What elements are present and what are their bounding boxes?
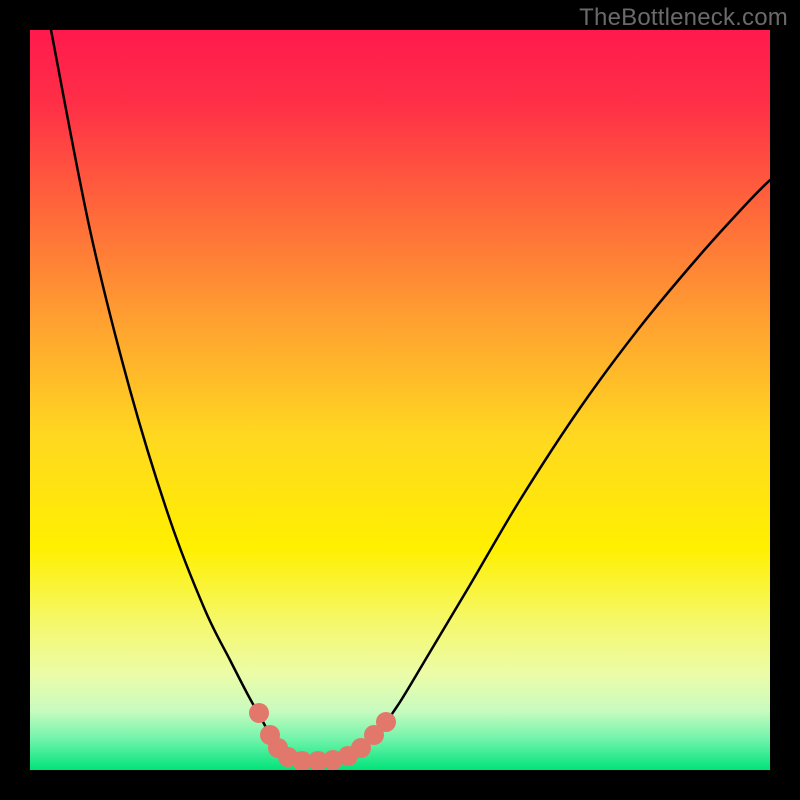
data-marker [376, 712, 396, 732]
watermark-text: TheBottleneck.com [579, 4, 788, 32]
figure-canvas: TheBottleneck.com [0, 0, 800, 800]
gradient-plot [30, 30, 770, 770]
plot-background [30, 30, 770, 770]
data-marker [249, 703, 269, 723]
